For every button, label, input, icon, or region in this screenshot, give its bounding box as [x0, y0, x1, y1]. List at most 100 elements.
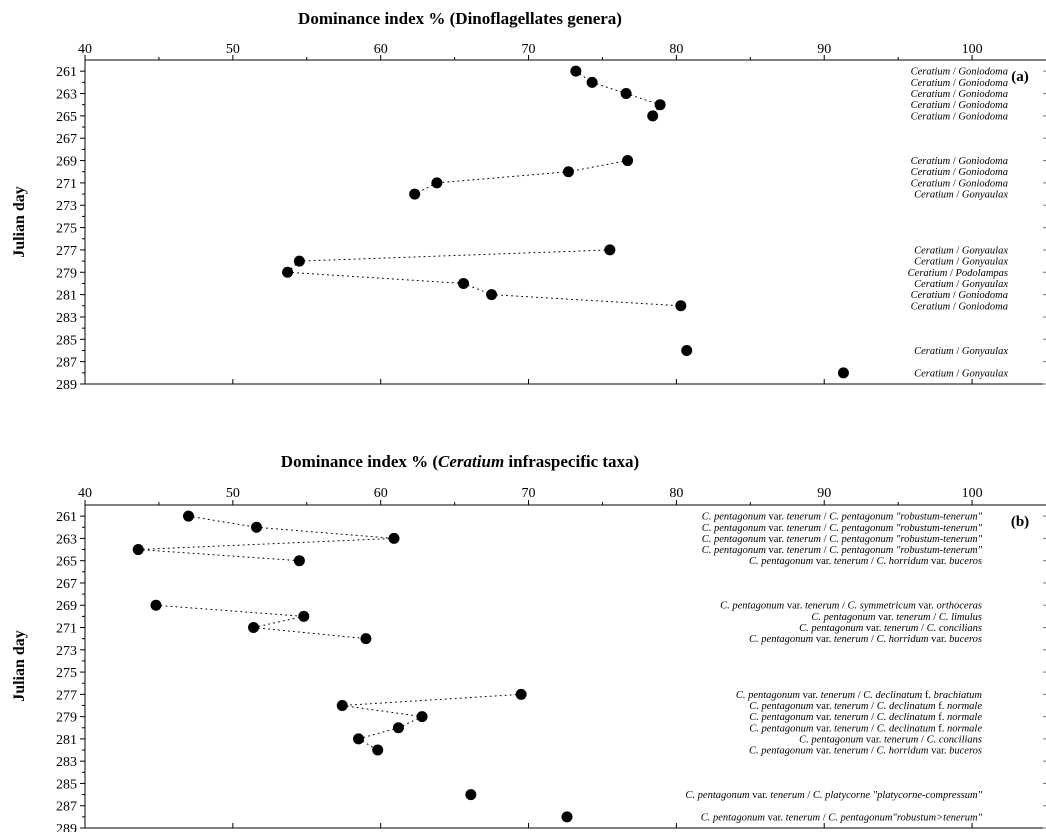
annotation-part: / — [821, 523, 829, 534]
series-connector — [287, 271, 464, 284]
y-tick-label: 267 — [56, 132, 77, 147]
x-tick-label: 40 — [78, 486, 92, 501]
annotation-part: C. declinatum — [863, 690, 922, 701]
point-annotation: Ceratium / Goniodoma — [911, 156, 1008, 167]
series-connector — [256, 526, 395, 539]
point-annotation: Ceratium / Gonyaulax — [914, 257, 1008, 268]
annotation-part: / — [950, 178, 958, 189]
y-tick-label: 269 — [56, 155, 77, 170]
annotation-part: tenerum — [786, 812, 821, 823]
point-annotation: C. pentagonum var. tenerum / C. symmetri… — [720, 601, 982, 612]
annotation-part: var. — [928, 634, 949, 645]
annotation-part: var. — [813, 723, 834, 734]
annotation-part: / — [954, 368, 962, 379]
point-annotation: C. pentagonum var. tenerum / C. platycor… — [685, 790, 982, 801]
annotation-part: f. — [936, 701, 947, 712]
annotation-part: tenerum — [834, 556, 869, 567]
annotation-part: Ceratium — [911, 89, 951, 100]
data-point — [586, 76, 598, 88]
point-annotation: Ceratium / Goniodoma — [911, 78, 1008, 89]
annotation-part: normale — [947, 712, 982, 723]
x-tick-label: 100 — [962, 42, 983, 57]
annotation-part: / — [805, 790, 813, 801]
annotation-part: / — [869, 701, 877, 712]
chart-panel-b: Dominance index % (Ceratium infraspecifi… — [11, 452, 1046, 837]
annotation-part: C. horridum — [877, 746, 929, 757]
annotation-part: Goniodoma — [958, 156, 1008, 167]
annotation-part: C. pentagonum — [749, 712, 814, 723]
point-annotation: Ceratium / Goniodoma — [911, 290, 1008, 301]
point-annotation: Ceratium / Goniodoma — [911, 301, 1008, 312]
point-annotation: C. pentagonum var. tenerum / C. horridum… — [749, 746, 982, 757]
annotation-part: Ceratium — [911, 290, 951, 301]
point-annotation: C. pentagonum var. tenerum / C. declinat… — [736, 690, 983, 701]
annotation-part: Goniodoma — [958, 78, 1008, 89]
annotation-part: C. horridum — [877, 634, 929, 645]
annotation-part: tenerum — [834, 723, 869, 734]
annotation-part: Ceratium — [914, 279, 954, 290]
annotation-part: Gonyaulax — [962, 190, 1008, 201]
x-tick-label: 50 — [226, 486, 240, 501]
annotation-part: tenerum — [884, 734, 919, 745]
y-tick-label: 273 — [56, 199, 77, 214]
annotation-part: tenerum — [821, 690, 856, 701]
annotation-part: C. concilians — [927, 734, 982, 745]
point-annotation: C. pentagonum var. tenerum / C. pentagon… — [702, 512, 983, 523]
annotation-part: / — [950, 89, 958, 100]
annotation-part: tenerum — [834, 701, 869, 712]
data-point — [620, 88, 632, 100]
annotation-part: tenerum — [834, 634, 869, 645]
annotation-part: var. — [863, 734, 884, 745]
series-connector — [358, 727, 399, 740]
annotation-part: C. symmetricum — [848, 601, 917, 612]
y-tick-label: 271 — [56, 622, 77, 637]
annotation-part: var. — [750, 790, 771, 801]
series-connector — [625, 93, 661, 106]
series-connector — [341, 693, 522, 706]
data-point — [392, 722, 404, 734]
data-point — [388, 532, 400, 544]
annotation-part: / — [950, 78, 958, 89]
data-point — [604, 244, 616, 256]
y-tick-label: 277 — [56, 688, 77, 703]
data-point — [562, 166, 574, 178]
annotation-part: tenerum — [834, 712, 869, 723]
annotation-part: C. pentagonum — [702, 534, 767, 545]
annotation-part: / — [931, 612, 939, 623]
point-annotation: C. pentagonum var. tenerum / C. concilia… — [799, 734, 982, 745]
data-point — [282, 266, 294, 278]
series-connector — [436, 171, 569, 184]
annotation-part: buceros — [949, 634, 982, 645]
point-annotation: Ceratium / Gonyaulax — [914, 190, 1008, 201]
annotation-part: / — [820, 812, 828, 823]
annotation-part: / — [868, 556, 876, 567]
annotation-part: Ceratium — [914, 245, 954, 256]
data-point — [182, 510, 194, 522]
y-tick-label: 263 — [56, 532, 77, 547]
annotation-part: tenerum — [787, 512, 822, 523]
annotation-part: C. declinatum — [877, 723, 936, 734]
point-annotation: Ceratium / Goniodoma — [911, 167, 1008, 178]
annotation-part: / — [869, 712, 877, 723]
y-tick-label: 285 — [56, 777, 77, 792]
series-connector — [491, 294, 682, 307]
x-tick-label: 80 — [669, 486, 683, 501]
annotation-part: / — [918, 623, 926, 634]
annotation-part: f. — [922, 690, 933, 701]
point-annotation: C. pentagonum var. tenerum / C. declinat… — [749, 712, 982, 723]
data-point — [561, 811, 573, 823]
annotation-part: / — [868, 634, 876, 645]
data-point — [570, 65, 582, 77]
annotation-part: / — [947, 268, 955, 279]
data-point — [409, 188, 421, 200]
data-point — [457, 277, 469, 289]
annotation-part: Ceratium — [911, 301, 951, 312]
annotation-part: Ceratium — [914, 346, 954, 357]
series-connector — [187, 515, 258, 528]
annotation-part: / — [954, 245, 962, 256]
y-tick-label: 261 — [56, 65, 77, 80]
y-tick-label: 265 — [56, 110, 77, 125]
annotation-part: Ceratium — [911, 178, 951, 189]
chart-title-part: Ceratium — [438, 452, 504, 471]
annotation-part: var. — [813, 634, 834, 645]
